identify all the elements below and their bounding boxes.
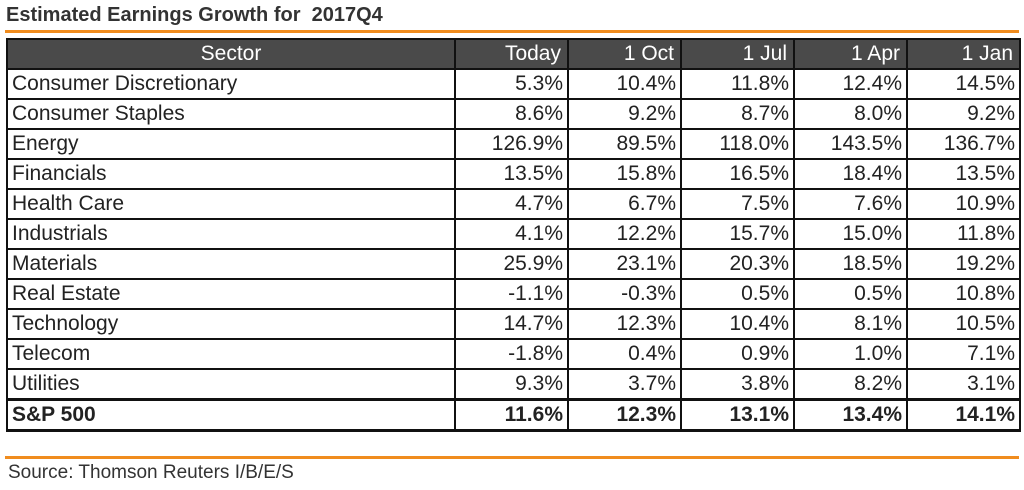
- today-cell: -1.8%: [454, 338, 569, 370]
- oct-cell: 12.3%: [567, 308, 682, 340]
- total-row: S&P 500 11.6% 12.3% 13.1% 13.4% 14.1%: [6, 398, 1021, 432]
- today-cell: 14.7%: [454, 308, 569, 340]
- earnings-growth-table: Sector Today 1 Oct 1 Jul 1 Apr 1 Jan Con…: [6, 38, 1021, 432]
- jul-cell: 10.4%: [680, 308, 795, 340]
- table-header-row: Sector Today 1 Oct 1 Jul 1 Apr 1 Jan: [6, 38, 1021, 70]
- sector-cell: Financials: [6, 158, 456, 190]
- today-cell: 5.3%: [454, 68, 569, 100]
- total-apr-cell: 13.4%: [793, 398, 908, 432]
- sector-cell: Energy: [6, 128, 456, 160]
- jan-cell: 9.2%: [906, 98, 1021, 130]
- total-jul-cell: 13.1%: [680, 398, 795, 432]
- sector-cell: Industrials: [6, 218, 456, 250]
- oct-cell: 3.7%: [567, 368, 682, 401]
- total-jan-cell: 14.1%: [906, 398, 1021, 432]
- sector-cell: Utilities: [6, 368, 456, 401]
- oct-cell: -0.3%: [567, 278, 682, 310]
- column-header-1-oct: 1 Oct: [567, 38, 682, 70]
- column-header-1-jan: 1 Jan: [906, 38, 1021, 70]
- apr-cell: 7.6%: [793, 188, 908, 220]
- apr-cell: 12.4%: [793, 68, 908, 100]
- apr-cell: 18.4%: [793, 158, 908, 190]
- oct-cell: 9.2%: [567, 98, 682, 130]
- oct-cell: 23.1%: [567, 248, 682, 280]
- today-cell: 25.9%: [454, 248, 569, 280]
- today-cell: 13.5%: [454, 158, 569, 190]
- oct-cell: 15.8%: [567, 158, 682, 190]
- table-row: Telecom -1.8% 0.4% 0.9% 1.0% 7.1%: [6, 338, 1021, 370]
- column-header-today: Today: [454, 38, 569, 70]
- table-row: Consumer Discretionary 5.3% 10.4% 11.8% 12.4…: [6, 68, 1021, 100]
- footer-divider: [5, 456, 1019, 459]
- column-header-sector: Sector: [6, 38, 456, 70]
- sector-cell: Consumer Discretionary: [6, 68, 456, 100]
- oct-cell: 6.7%: [567, 188, 682, 220]
- today-cell: 9.3%: [454, 368, 569, 401]
- jul-cell: 3.8%: [680, 368, 795, 401]
- table-row: Health Care 4.7% 6.7% 7.5% 7.6% 10.9%: [6, 188, 1021, 220]
- jul-cell: 0.5%: [680, 278, 795, 310]
- apr-cell: 8.2%: [793, 368, 908, 401]
- apr-cell: 1.0%: [793, 338, 908, 370]
- table-row: Consumer Staples 8.6% 9.2% 8.7% 8.0% 9.2%: [6, 98, 1021, 130]
- today-cell: -1.1%: [454, 278, 569, 310]
- jul-cell: 0.9%: [680, 338, 795, 370]
- apr-cell: 15.0%: [793, 218, 908, 250]
- apr-cell: 8.1%: [793, 308, 908, 340]
- jan-cell: 13.5%: [906, 158, 1021, 190]
- chart-title: Estimated Earnings Growth for 2017Q4: [6, 4, 383, 26]
- total-oct-cell: 12.3%: [567, 398, 682, 432]
- jan-cell: 19.2%: [906, 248, 1021, 280]
- table-body: Consumer Discretionary 5.3% 10.4% 11.8% 12.4…: [6, 68, 1021, 432]
- table-row: Utilities 9.3% 3.7% 3.8% 8.2% 3.1%: [6, 368, 1021, 401]
- jul-cell: 16.5%: [680, 158, 795, 190]
- today-cell: 4.7%: [454, 188, 569, 220]
- jul-cell: 118.0%: [680, 128, 795, 160]
- jan-cell: 7.1%: [906, 338, 1021, 370]
- table-row: Energy 126.9% 89.5% 118.0% 143.5% 136.7%: [6, 128, 1021, 160]
- jul-cell: 8.7%: [680, 98, 795, 130]
- table-row: Industrials 4.1% 12.2% 15.7% 15.0% 11.8%: [6, 218, 1021, 250]
- table-row: Materials 25.9% 23.1% 20.3% 18.5% 19.2%: [6, 248, 1021, 280]
- sector-cell: Real Estate: [6, 278, 456, 310]
- total-today-cell: 11.6%: [454, 398, 569, 432]
- oct-cell: 12.2%: [567, 218, 682, 250]
- jan-cell: 14.5%: [906, 68, 1021, 100]
- oct-cell: 89.5%: [567, 128, 682, 160]
- apr-cell: 18.5%: [793, 248, 908, 280]
- column-header-1-apr: 1 Apr: [793, 38, 908, 70]
- jan-cell: 136.7%: [906, 128, 1021, 160]
- column-header-1-jul: 1 Jul: [680, 38, 795, 70]
- table-row: Technology 14.7% 12.3% 10.4% 8.1% 10.5%: [6, 308, 1021, 340]
- sector-cell: Consumer Staples: [6, 98, 456, 130]
- total-sector-cell: S&P 500: [6, 398, 456, 432]
- today-cell: 8.6%: [454, 98, 569, 130]
- jul-cell: 20.3%: [680, 248, 795, 280]
- apr-cell: 8.0%: [793, 98, 908, 130]
- apr-cell: 0.5%: [793, 278, 908, 310]
- sector-cell: Telecom: [6, 338, 456, 370]
- jan-cell: 10.9%: [906, 188, 1021, 220]
- sector-cell: Materials: [6, 248, 456, 280]
- oct-cell: 0.4%: [567, 338, 682, 370]
- sector-cell: Technology: [6, 308, 456, 340]
- jul-cell: 7.5%: [680, 188, 795, 220]
- apr-cell: 143.5%: [793, 128, 908, 160]
- table-row: Financials 13.5% 15.8% 16.5% 18.4% 13.5%: [6, 158, 1021, 190]
- jan-cell: 10.5%: [906, 308, 1021, 340]
- jan-cell: 10.8%: [906, 278, 1021, 310]
- jul-cell: 11.8%: [680, 68, 795, 100]
- title-divider: [5, 30, 1019, 33]
- jan-cell: 3.1%: [906, 368, 1021, 401]
- jul-cell: 15.7%: [680, 218, 795, 250]
- sector-cell: Health Care: [6, 188, 456, 220]
- table-row: Real Estate -1.1% -0.3% 0.5% 0.5% 10.8%: [6, 278, 1021, 310]
- jan-cell: 11.8%: [906, 218, 1021, 250]
- source-note: Source: Thomson Reuters I/B/E/S: [8, 462, 294, 483]
- oct-cell: 10.4%: [567, 68, 682, 100]
- today-cell: 4.1%: [454, 218, 569, 250]
- today-cell: 126.9%: [454, 128, 569, 160]
